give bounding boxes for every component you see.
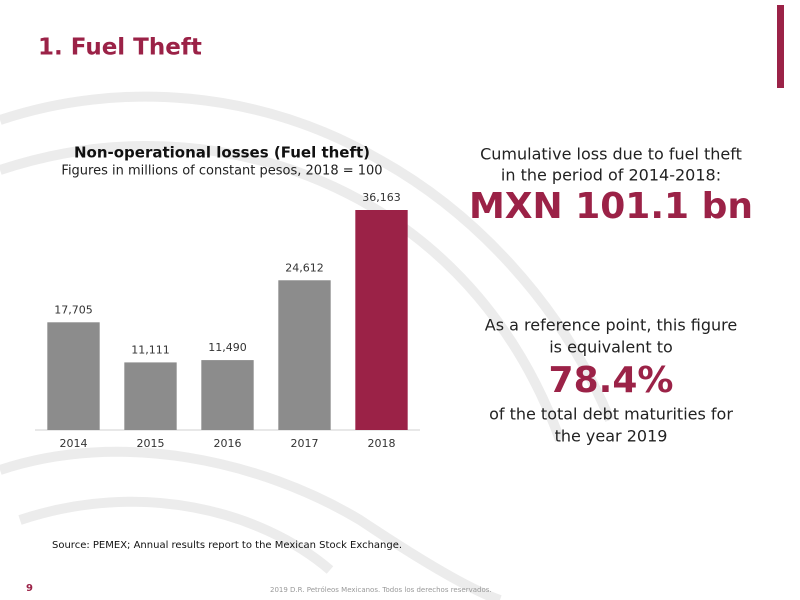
data-label: 17,705 xyxy=(54,303,93,316)
callout-text: As a reference point, this figure xyxy=(485,316,737,335)
source-note: Source: PEMEX; Annual results report to … xyxy=(52,540,402,551)
callout-figure: 78.4% xyxy=(549,360,674,401)
background-pattern xyxy=(0,91,615,600)
callout-text: Cumulative loss due to fuel theft xyxy=(480,145,742,164)
callout-text: of the total debt maturities for xyxy=(489,405,733,424)
data-label: 11,111 xyxy=(131,343,170,356)
callout-text: is equivalent to xyxy=(549,338,673,357)
callout-text: in the period of 2014-2018: xyxy=(501,166,721,185)
x-tick-label: 2015 xyxy=(137,437,165,450)
bar xyxy=(124,362,177,430)
plot: 2014 17,705 2015 11,111 2016 11,490 2017 24,612… xyxy=(35,191,420,450)
callout-text: the year 2019 xyxy=(555,427,668,446)
bar xyxy=(47,322,100,430)
bar xyxy=(201,360,254,430)
callout-figure: MXN 101.1 bn xyxy=(469,186,753,227)
data-label: 11,490 xyxy=(208,341,247,354)
x-tick-label: 2016 xyxy=(214,437,242,450)
slide-title: 1. Fuel Theft xyxy=(38,35,202,61)
x-tick-label: 2014 xyxy=(60,437,88,450)
x-tick-label: 2017 xyxy=(291,437,319,450)
bar xyxy=(278,280,331,430)
footer: 2019 D.R. Petróleos Mexicanos. Todos los… xyxy=(270,586,492,594)
chart-subtitle: Figures in millions of constant pesos, 2… xyxy=(61,164,382,179)
bar xyxy=(355,210,408,430)
data-label: 24,612 xyxy=(285,261,324,274)
chart-title: Non-operational losses (Fuel theft) xyxy=(74,144,370,162)
x-tick-label: 2018 xyxy=(368,437,396,450)
accent-bar xyxy=(777,5,784,88)
data-label: 36,163 xyxy=(362,191,401,204)
page-number: 9 xyxy=(26,583,33,594)
